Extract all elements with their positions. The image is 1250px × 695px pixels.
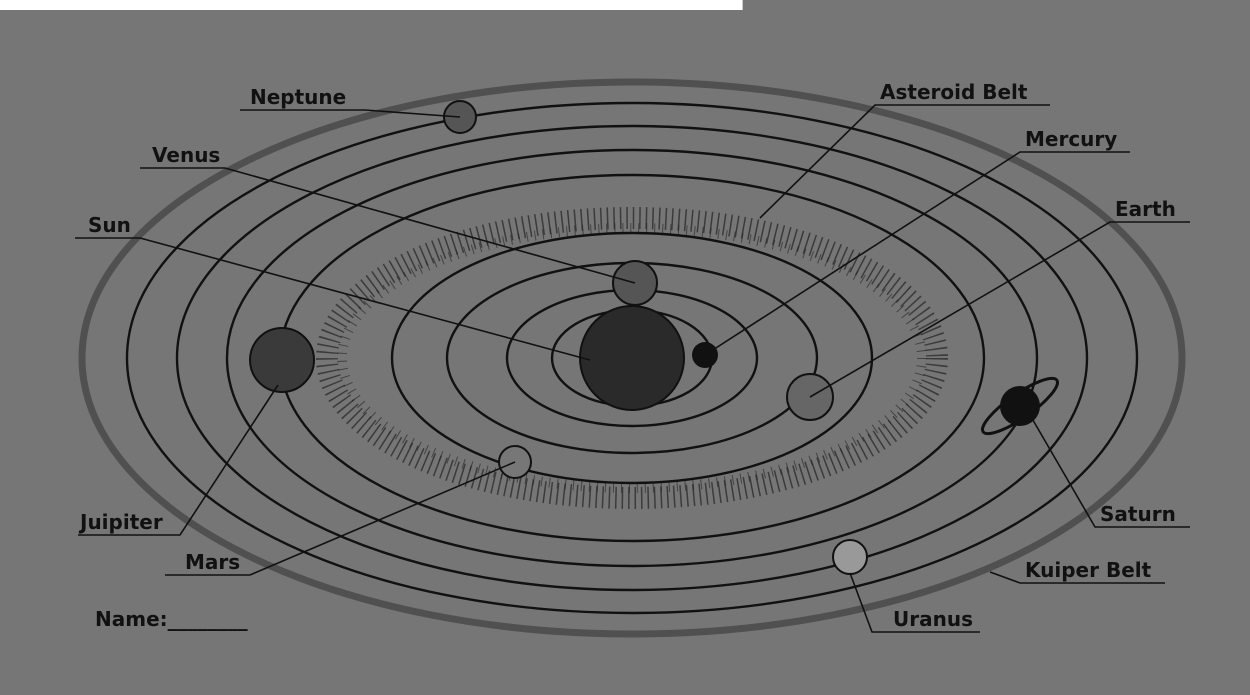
uranus (833, 540, 867, 574)
name-field: Name:________ (95, 607, 248, 631)
sun (580, 306, 684, 410)
label: Mercury (1025, 127, 1117, 151)
top-strip-edge (742, 0, 743, 10)
label: Earth (1115, 197, 1176, 221)
saturn (1000, 386, 1040, 426)
label: Neptune (250, 85, 346, 109)
label: Asteroid Belt (880, 80, 1028, 104)
worksheet: Neptune Venus Sun Asteroid Belt Mercury … (0, 0, 1250, 695)
jupiter (250, 328, 314, 392)
label: Venus (152, 143, 220, 167)
label: Sun (88, 213, 131, 237)
label: Saturn (1100, 502, 1176, 526)
label: Uranus (893, 607, 973, 631)
top-strip (0, 0, 742, 10)
label: Mars (185, 550, 240, 574)
label: Juipiter (78, 510, 163, 534)
label: Kuiper Belt (1025, 558, 1152, 582)
